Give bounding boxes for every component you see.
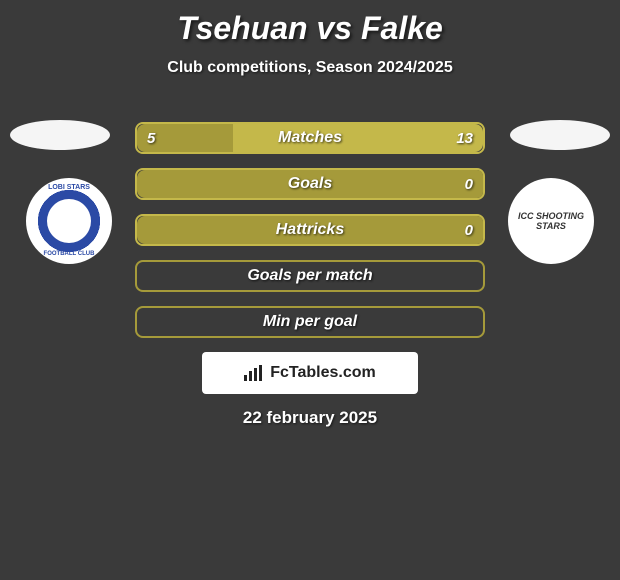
page-title: Tsehuan vs Falke [0, 0, 620, 47]
crest-right: ICC SHOOTING STARS [508, 178, 594, 264]
brand-text: FcTables.com [270, 364, 376, 382]
chart-icon [244, 365, 264, 381]
stat-label: Goals per match [137, 267, 483, 285]
crest-left-top-text: LOBI STARS [29, 184, 109, 191]
stat-label: Hattricks [137, 221, 483, 239]
stat-label: Goals [137, 175, 483, 193]
stat-label: Matches [137, 129, 483, 147]
date-text: 22 february 2025 [0, 408, 620, 428]
flag-right [510, 120, 610, 150]
stat-bars: 513Matches 0Goals 0Hattricks Goals per matc… [135, 122, 485, 352]
flag-left [10, 120, 110, 150]
stat-label: Min per goal [137, 313, 483, 331]
stat-row: Min per goal [135, 306, 485, 338]
stat-row: 513Matches [135, 122, 485, 154]
stat-row: 0Goals [135, 168, 485, 200]
ball-icon [47, 199, 91, 243]
crest-right-text: ICC SHOOTING STARS [512, 211, 590, 231]
subtitle: Club competitions, Season 2024/2025 [0, 59, 620, 77]
crest-left-bottom-text: FOOTBALL CLUB [29, 251, 109, 257]
brand-box: FcTables.com [202, 352, 418, 394]
crest-left: LOBI STARS FOOTBALL CLUB [26, 178, 112, 264]
stat-row: Goals per match [135, 260, 485, 292]
stat-row: 0Hattricks [135, 214, 485, 246]
